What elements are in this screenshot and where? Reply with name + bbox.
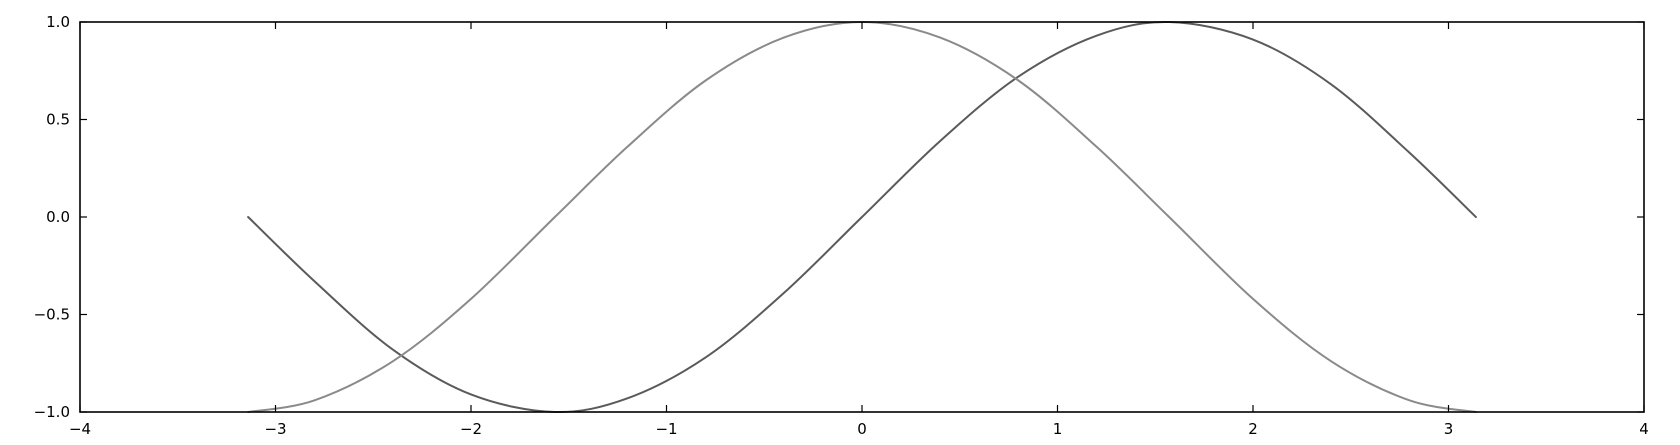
y-tick-label: 0.5	[46, 111, 70, 129]
x-axis: −4 −3 −2 −1 0 1 2 3 4	[69, 22, 1649, 438]
x-tick-label: 3	[1444, 420, 1454, 438]
x-tick-label: −4	[69, 420, 91, 438]
x-tick-label: −3	[264, 420, 286, 438]
y-tick-label: 1.0	[46, 13, 70, 31]
y-tick-label: −1.0	[34, 403, 70, 421]
x-tick-label: −1	[655, 420, 677, 438]
x-tick-label: 2	[1248, 420, 1258, 438]
series-line-1	[247, 20, 1477, 414]
x-tick-label: 4	[1639, 420, 1649, 438]
y-axis: −1.0 −0.5 0.0 0.5 1.0	[34, 13, 1644, 421]
x-tick-label: −2	[460, 420, 482, 438]
series-layer	[247, 20, 1477, 414]
y-tick-label: −0.5	[34, 306, 70, 324]
y-tick-label: 0.0	[46, 208, 70, 226]
x-tick-label: 0	[857, 420, 867, 438]
x-tick-label: 1	[1053, 420, 1063, 438]
